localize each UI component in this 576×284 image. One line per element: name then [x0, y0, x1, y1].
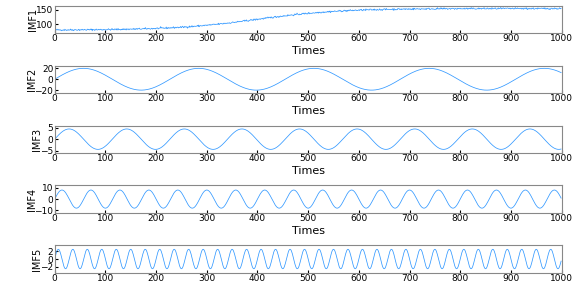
- X-axis label: Times: Times: [291, 106, 325, 116]
- Y-axis label: IMF1: IMF1: [28, 8, 38, 31]
- Y-axis label: IMF2: IMF2: [26, 68, 37, 91]
- Y-axis label: IMF5: IMF5: [32, 247, 43, 271]
- X-axis label: Times: Times: [291, 226, 325, 236]
- Y-axis label: IMF3: IMF3: [32, 128, 42, 151]
- Y-axis label: IMF4: IMF4: [26, 187, 36, 211]
- X-axis label: Times: Times: [291, 46, 325, 56]
- X-axis label: Times: Times: [291, 166, 325, 176]
